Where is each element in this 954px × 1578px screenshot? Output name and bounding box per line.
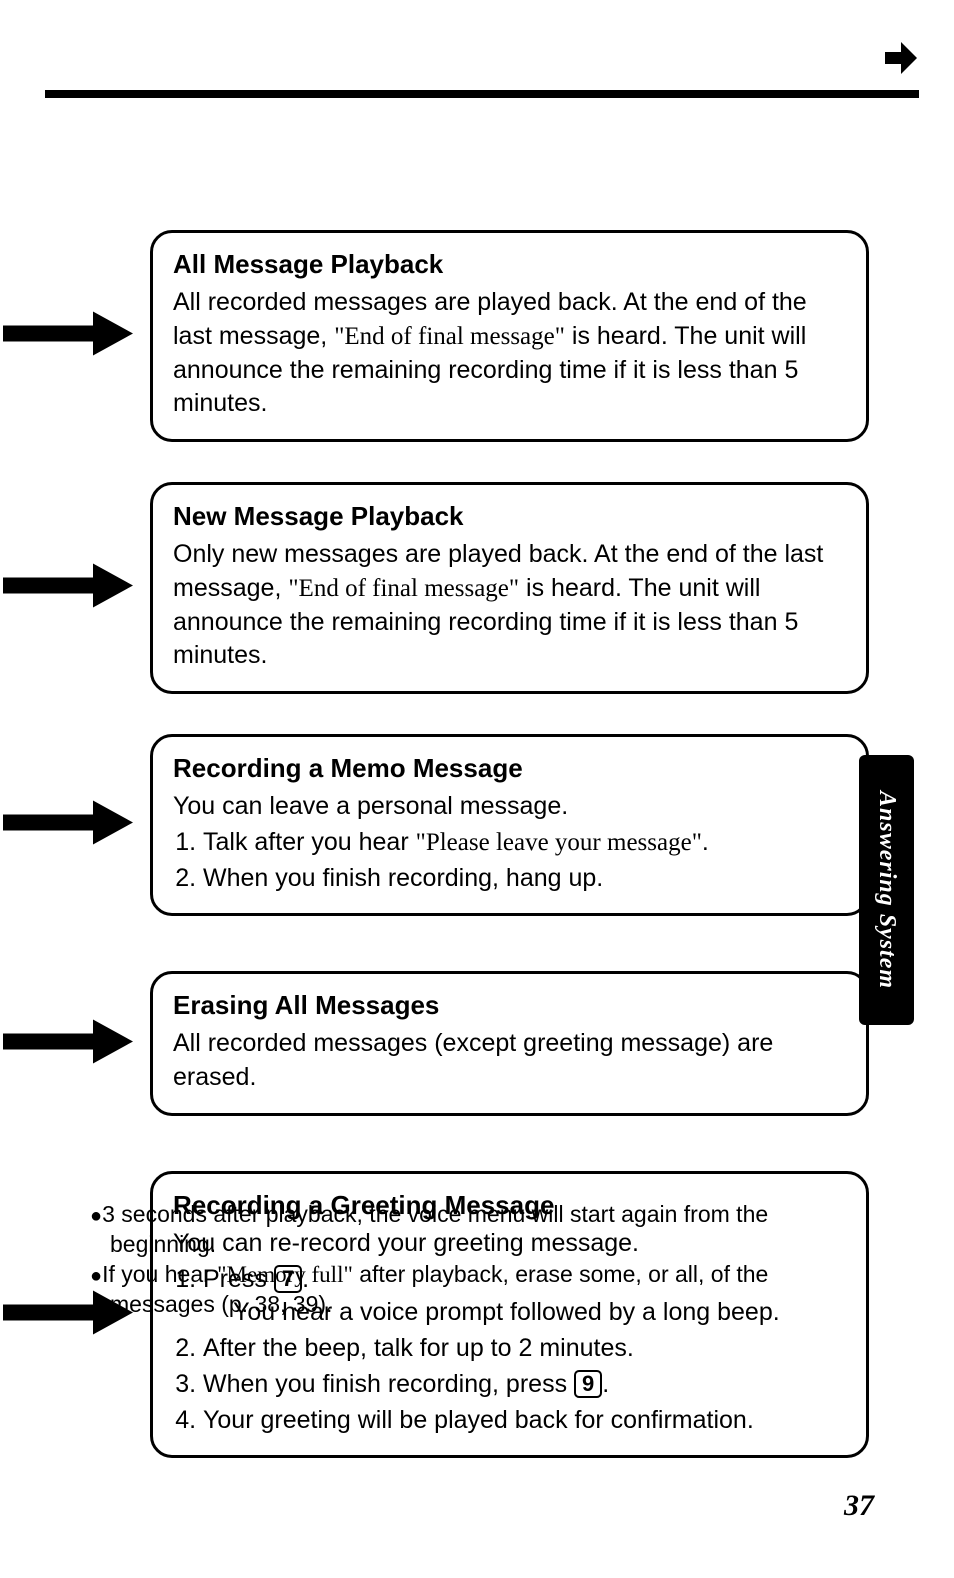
footnote: ●If you hear "Memory full" after playbac… [90, 1260, 869, 1320]
info-box: All Message Playback All recorded message… [150, 230, 869, 442]
header-rule [45, 90, 919, 98]
info-box-title: Recording a Memo Message [173, 753, 846, 784]
info-box-body: Only new messages are played back. At th… [173, 538, 846, 673]
lead-arrow-icon [3, 562, 138, 615]
info-box-step: After the beep, talk for up to 2 minutes… [203, 1332, 846, 1366]
info-box-step: Your greeting will be played back for co… [203, 1404, 846, 1438]
section-tab-label: Answering System [873, 791, 900, 989]
info-box: Recording a Memo Message You can leave a … [150, 734, 869, 916]
info-box-title: New Message Playback [173, 501, 846, 532]
page-number: 37 [844, 1489, 874, 1523]
info-box: New Message Playback Only new messages ar… [150, 482, 869, 694]
info-box-step: Talk after you hear "Please leave your m… [203, 826, 846, 860]
info-box-title: All Message Playback [173, 249, 846, 280]
continue-arrow-icon [883, 40, 919, 81]
footnote: ●3 seconds after playback, the voice men… [90, 1200, 869, 1260]
info-box-intro: You can leave a personal message. [173, 790, 846, 824]
section-tab: Answering System [859, 755, 914, 1025]
info-box-body: All recorded messages (except greeting m… [173, 1027, 846, 1095]
info-box-title: Erasing All Messages [173, 990, 846, 1021]
info-box-step: When you finish recording, hang up. [203, 862, 846, 896]
lead-arrow-icon [3, 1017, 138, 1070]
footnotes: ●3 seconds after playback, the voice men… [90, 1200, 869, 1320]
manual-page: All Message Playback All recorded message… [0, 0, 954, 1578]
info-box: Erasing All Messages All recorded message… [150, 971, 869, 1116]
info-box-step: When you finish recording, press 9. [203, 1368, 846, 1402]
info-box-steps: Talk after you hear "Please leave your m… [173, 826, 846, 896]
lead-arrow-icon [3, 799, 138, 852]
lead-arrow-icon [3, 310, 138, 363]
info-box-body: All recorded messages are played back. A… [173, 286, 846, 421]
